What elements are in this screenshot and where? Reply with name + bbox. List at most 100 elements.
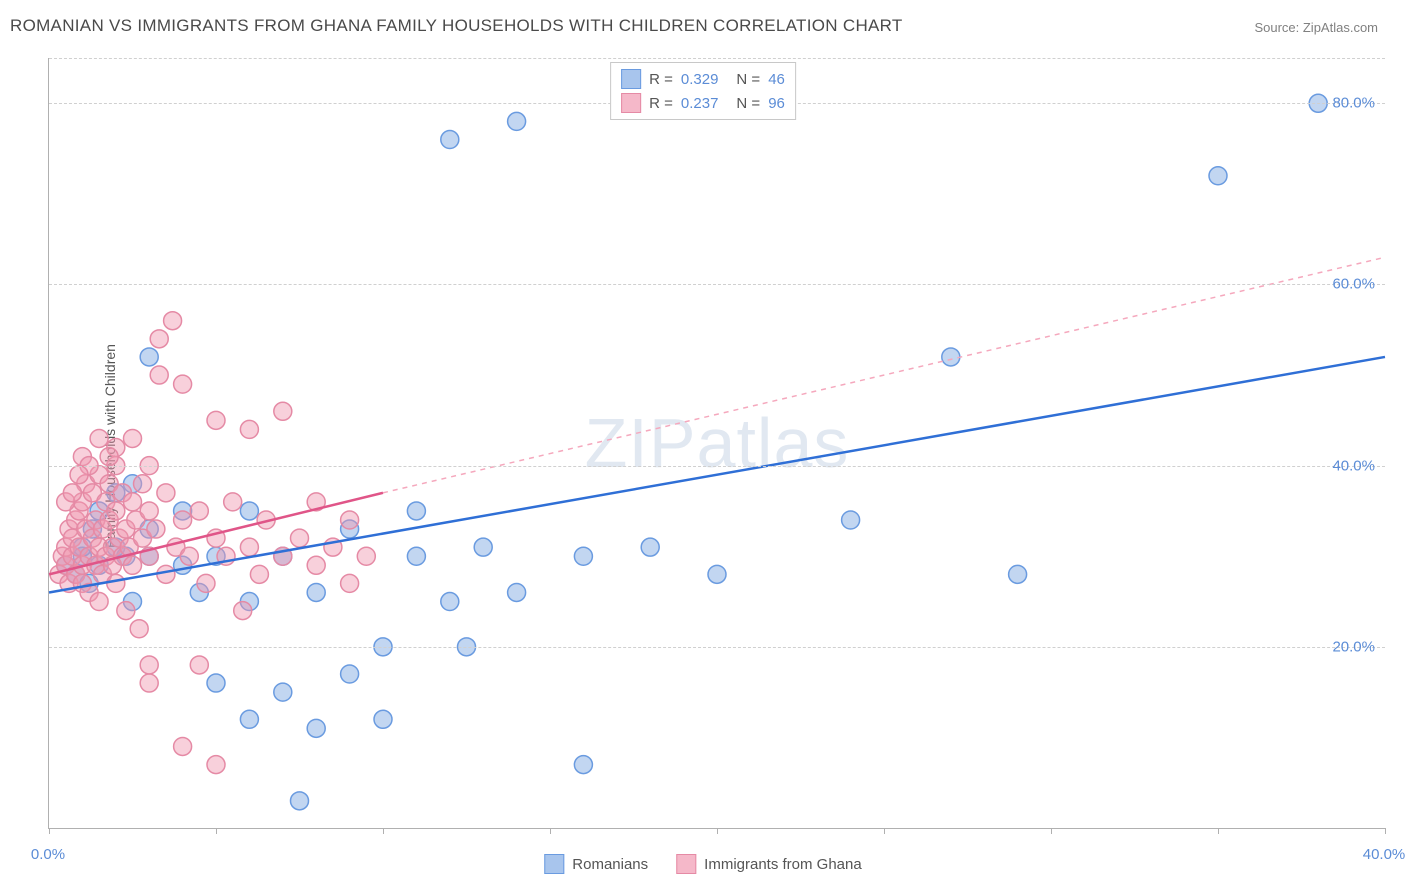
data-point: [140, 502, 158, 520]
data-point: [240, 502, 258, 520]
data-point: [508, 112, 526, 130]
legend-item: Romanians: [544, 854, 648, 874]
legend-r-label: R =: [649, 71, 673, 88]
trend-line: [383, 257, 1385, 493]
data-point: [574, 756, 592, 774]
x-tick: [1218, 828, 1219, 834]
data-point: [441, 131, 459, 149]
data-point: [307, 583, 325, 601]
data-point: [341, 665, 359, 683]
data-point: [341, 511, 359, 529]
legend-stat-row: R = 0.237 N = 96: [621, 91, 785, 115]
data-point: [140, 674, 158, 692]
data-point: [157, 484, 175, 502]
data-point: [150, 366, 168, 384]
legend-n-value: 96: [768, 95, 785, 112]
x-tick: [1385, 828, 1386, 834]
data-point: [374, 710, 392, 728]
legend-stat-row: R =0.329N =46: [621, 67, 785, 91]
data-point: [641, 538, 659, 556]
data-point: [190, 656, 208, 674]
x-tick-label: 0.0%: [31, 846, 65, 863]
source-attribution: Source: ZipAtlas.com: [1254, 20, 1378, 35]
data-point: [240, 420, 258, 438]
data-point: [441, 593, 459, 611]
data-point: [174, 375, 192, 393]
scatter-plot-svg: [49, 58, 1385, 828]
data-point: [407, 547, 425, 565]
data-point: [107, 502, 125, 520]
legend-label: Romanians: [572, 856, 648, 873]
data-point: [291, 529, 309, 547]
y-tick-label: 40.0%: [1332, 457, 1375, 474]
legend-r-value: 0.329: [681, 71, 719, 88]
data-point: [207, 674, 225, 692]
data-point: [224, 493, 242, 511]
data-point: [234, 602, 252, 620]
data-point: [90, 593, 108, 611]
data-point: [140, 348, 158, 366]
data-point: [508, 583, 526, 601]
x-tick: [1051, 828, 1052, 834]
data-point: [207, 756, 225, 774]
data-point: [140, 656, 158, 674]
data-point: [90, 429, 108, 447]
data-point: [274, 683, 292, 701]
correlation-legend: R =0.329N =46R =0.237N =96: [610, 62, 796, 120]
data-point: [157, 565, 175, 583]
data-point: [708, 565, 726, 583]
data-point: [240, 538, 258, 556]
legend-swatch: [544, 854, 564, 874]
gridline-horizontal: [49, 284, 1385, 285]
data-point: [291, 792, 309, 810]
data-point: [474, 538, 492, 556]
y-tick-label: 60.0%: [1332, 276, 1375, 293]
x-tick: [717, 828, 718, 834]
legend-swatch: [621, 69, 641, 89]
data-point: [174, 737, 192, 755]
data-point: [124, 429, 142, 447]
data-point: [180, 547, 198, 565]
chart-plot-area: ZIPatlas 20.0%40.0%60.0%80.0%: [48, 58, 1385, 829]
legend-n-label: N =: [736, 71, 760, 88]
data-point: [1209, 167, 1227, 185]
data-point: [134, 475, 152, 493]
data-point: [124, 556, 142, 574]
data-point: [240, 710, 258, 728]
legend-swatch: [676, 854, 696, 874]
data-point: [150, 330, 168, 348]
legend-r-label: R =: [649, 95, 673, 112]
gridline-horizontal: [49, 58, 1385, 59]
legend-n-label: N =: [736, 95, 760, 112]
data-point: [1009, 565, 1027, 583]
data-point: [197, 574, 215, 592]
x-tick: [550, 828, 551, 834]
series-legend: Romanians Immigrants from Ghana: [544, 854, 861, 874]
data-point: [147, 520, 165, 538]
gridline-horizontal: [49, 647, 1385, 648]
y-tick-label: 80.0%: [1332, 95, 1375, 112]
y-tick-label: 20.0%: [1332, 638, 1375, 655]
legend-label: Immigrants from Ghana: [704, 856, 862, 873]
legend-item: Immigrants from Ghana: [676, 854, 862, 874]
data-point: [942, 348, 960, 366]
legend-r-value: 0.237: [681, 95, 719, 112]
data-point: [307, 556, 325, 574]
data-point: [164, 312, 182, 330]
data-point: [842, 511, 860, 529]
data-point: [124, 493, 142, 511]
x-tick: [884, 828, 885, 834]
data-point: [100, 448, 118, 466]
data-point: [357, 547, 375, 565]
data-point: [190, 502, 208, 520]
gridline-horizontal: [49, 466, 1385, 467]
data-point: [107, 574, 125, 592]
x-tick: [383, 828, 384, 834]
data-point: [407, 502, 425, 520]
data-point: [207, 411, 225, 429]
data-point: [307, 719, 325, 737]
trend-line: [49, 357, 1385, 593]
legend-swatch: [621, 93, 641, 113]
data-point: [70, 466, 88, 484]
data-point: [341, 574, 359, 592]
